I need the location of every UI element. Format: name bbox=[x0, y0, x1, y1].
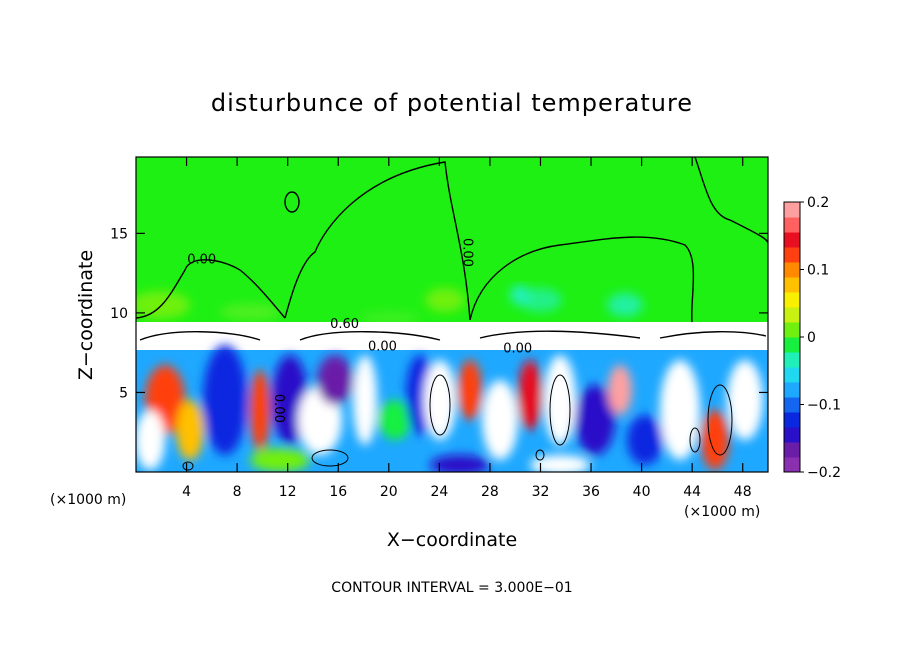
x-tick-label: 20 bbox=[380, 484, 398, 500]
x-axis-label: X−coordinate bbox=[387, 529, 517, 551]
colorbar-swatch bbox=[784, 307, 800, 323]
colorbar-swatch bbox=[784, 277, 800, 293]
chart-title: disturbunce of potential temperature bbox=[211, 89, 693, 117]
y-tick-label: 5 bbox=[119, 385, 128, 401]
colorbar-swatch bbox=[784, 202, 800, 218]
plot-frame bbox=[135, 156, 769, 473]
contour-label: 0.00 bbox=[503, 342, 532, 357]
colorbar-swatch bbox=[784, 337, 800, 353]
colorbar-swatch bbox=[784, 292, 800, 308]
colorbar-swatch bbox=[784, 412, 800, 428]
colorbar-swatch bbox=[784, 367, 800, 383]
x-tick-label: 4 bbox=[182, 484, 191, 500]
x-tick-label: 28 bbox=[481, 484, 499, 500]
lower-contour-lines bbox=[182, 374, 733, 471]
contour-label: 0.00 bbox=[459, 238, 474, 267]
plot-area: 0.00 0.00 0.60 0.00 0.00 0.00 bbox=[136, 157, 768, 472]
x-tick-label: 44 bbox=[683, 484, 701, 500]
colorbar-swatch bbox=[784, 427, 800, 443]
colorbar-swatch bbox=[784, 262, 800, 278]
colorbar-swatch bbox=[784, 382, 800, 398]
contour-interval-note: CONTOUR INTERVAL = 3.000E−01 bbox=[331, 580, 572, 596]
contour-lines bbox=[136, 157, 768, 341]
x-tick-label: 12 bbox=[279, 484, 297, 500]
contour-label: 0.00 bbox=[271, 394, 286, 423]
colorbar-tick-label: 0 bbox=[807, 330, 816, 346]
x-axis: 4 8 12 16 20 24 28 32 36 40 44 48 bbox=[182, 157, 752, 500]
colorbar-swatch bbox=[784, 232, 800, 248]
colorbar-tick-label: −0.2 bbox=[807, 465, 841, 481]
x-tick-label: 16 bbox=[329, 484, 347, 500]
colorbar-swatch bbox=[784, 352, 800, 368]
x-tick-label: 48 bbox=[734, 484, 752, 500]
y-axis: 5 10 15 bbox=[110, 226, 768, 401]
contour-label: 0.60 bbox=[330, 317, 359, 332]
colorbar: 0.2 0.1 0 −0.1 −0.2 bbox=[783, 195, 841, 481]
x-tick-label: 40 bbox=[633, 484, 651, 500]
x-axis-unit-left: (×1000 m) bbox=[50, 492, 126, 508]
contour-labels: 0.00 0.00 0.60 0.00 0.00 0.00 bbox=[187, 238, 532, 423]
y-axis-label: Z−coordinate bbox=[75, 250, 97, 380]
colorbar-swatch bbox=[784, 247, 800, 263]
contour-label: 0.00 bbox=[187, 253, 216, 268]
colorbar-swatch bbox=[784, 217, 800, 233]
y-tick-label: 15 bbox=[110, 226, 128, 242]
lower-turbulent-field bbox=[136, 345, 768, 472]
colorbar-tick-label: 0.2 bbox=[807, 195, 829, 211]
colorbar-swatch bbox=[784, 397, 800, 413]
colorbar-swatch bbox=[784, 442, 800, 458]
x-tick-label: 32 bbox=[532, 484, 550, 500]
y-tick-label: 10 bbox=[110, 306, 128, 322]
colorbar-swatch bbox=[784, 322, 800, 338]
x-tick-label: 36 bbox=[582, 484, 600, 500]
x-tick-label: 8 bbox=[233, 484, 242, 500]
colorbar-tick-label: 0.1 bbox=[807, 263, 829, 279]
x-tick-label: 24 bbox=[430, 484, 448, 500]
x-axis-unit-right: (×1000 m) bbox=[684, 504, 760, 520]
colorbar-tick-label: −0.1 bbox=[807, 398, 841, 414]
colorbar-swatch bbox=[784, 457, 800, 473]
upper-field-shading bbox=[136, 285, 643, 324]
contour-label: 0.00 bbox=[368, 339, 397, 354]
